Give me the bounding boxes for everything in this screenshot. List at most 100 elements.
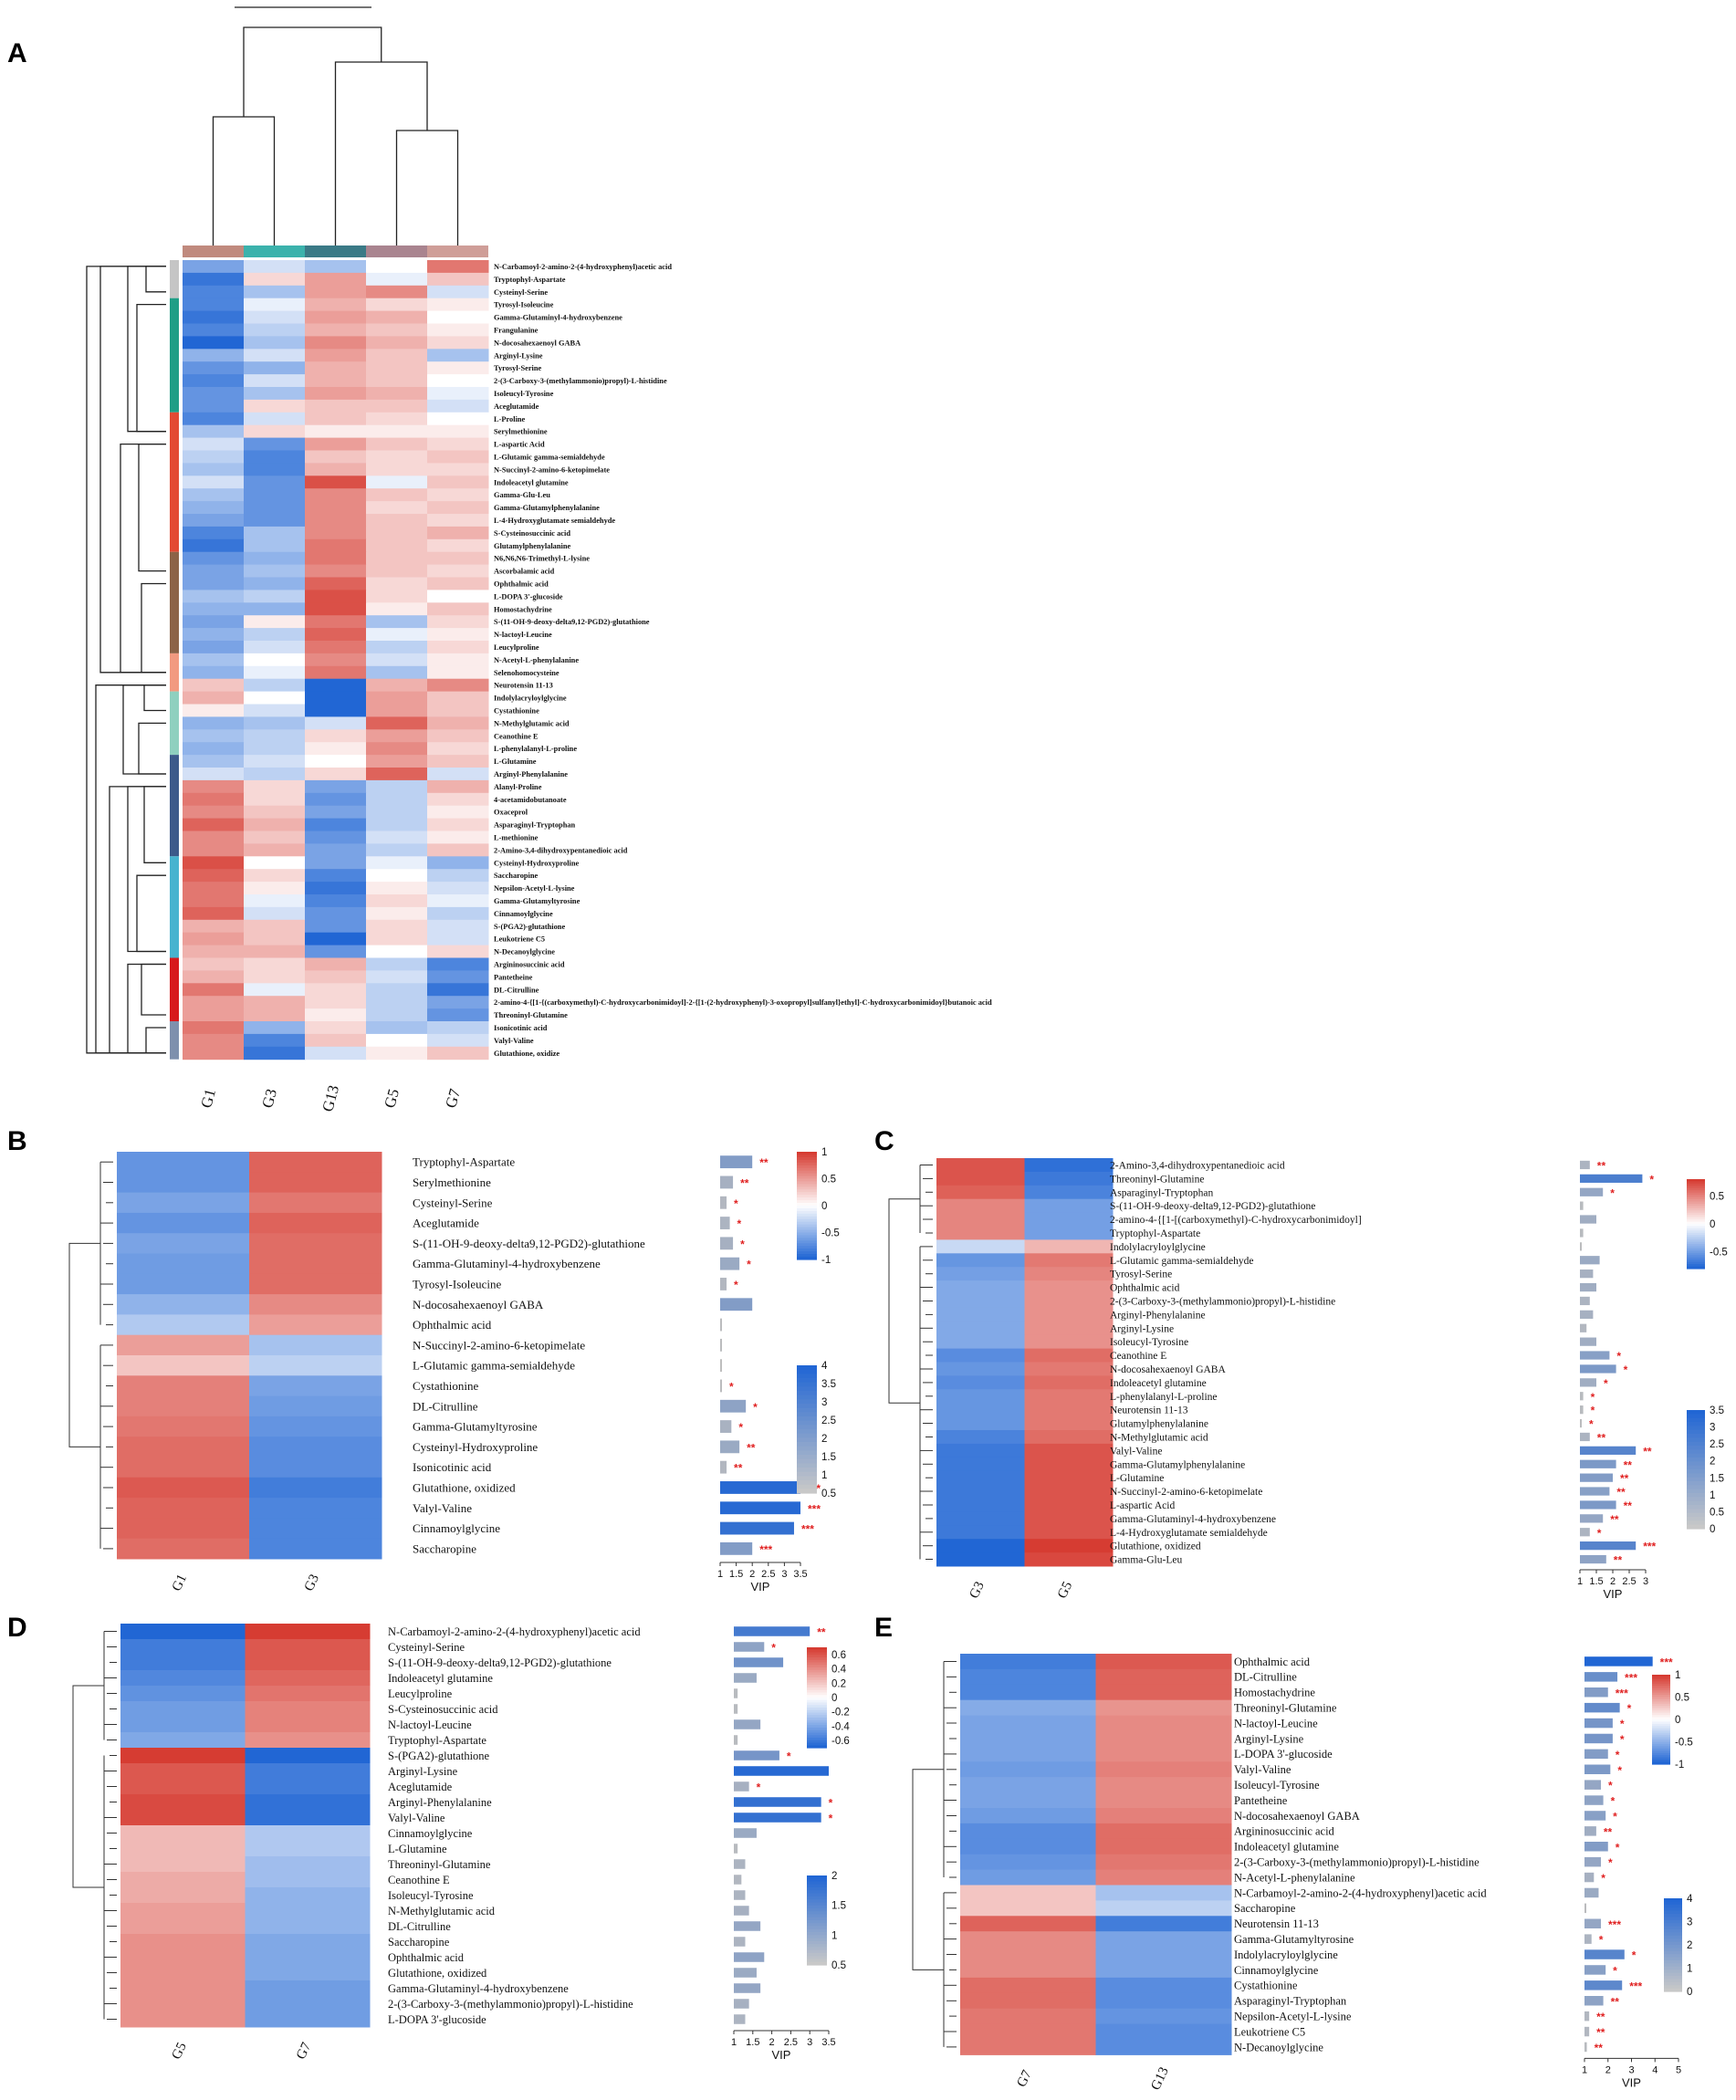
heatmap-cell: [244, 590, 306, 603]
vip-scale-color-step: [1664, 1985, 1682, 1990]
heatmap-cell: [1095, 1746, 1232, 1762]
row-label: Pantetheine: [494, 973, 533, 981]
color-scale-color-step: [1652, 1732, 1670, 1736]
heatmap-cell: [960, 1730, 1096, 1747]
row-label: L-4-Hydroxyglutamate semialdehyde: [1110, 1528, 1268, 1539]
heatmap-cell: [244, 856, 306, 870]
significance-mark: *: [747, 1259, 751, 1271]
heatmap-cell: [366, 1021, 428, 1035]
vip-axis-tick-label: 1: [731, 2037, 737, 2048]
row-label: Cysteinyl-Serine: [388, 1641, 465, 1654]
heatmap-cell: [1024, 1294, 1114, 1309]
heatmap-cell: [427, 374, 489, 388]
heatmap-cell: [960, 1962, 1096, 1979]
color-scale-color-step: [807, 1649, 827, 1654]
heatmap-cell: [249, 1477, 382, 1499]
heatmap-cell: [366, 628, 428, 642]
heatmap-cell: [183, 526, 245, 540]
heatmap-cell: [244, 475, 306, 489]
heatmap-cell: [1024, 1416, 1114, 1431]
row-label: N6,N6,N6-Trimethyl-L-lysine: [494, 555, 590, 563]
row-label: N-docosahexaenoyl GABA: [494, 339, 580, 347]
row-label: DL-Citrulline: [388, 1920, 451, 1933]
color-scale-color-step: [797, 1175, 817, 1180]
heatmap-cell: [1024, 1470, 1114, 1486]
heatmap-cell: [183, 983, 245, 997]
row-label: L-aspartic Acid: [494, 441, 545, 449]
heatmap-cell: [245, 1918, 371, 1935]
cluster-strip: [170, 957, 179, 1021]
vip-axis-tick-label: 2: [1610, 1576, 1616, 1587]
heatmap-cell: [183, 374, 245, 388]
row-label: L-phenylalanyl-L-proline: [494, 745, 577, 753]
vip-bar: [1584, 1887, 1599, 1898]
heatmap-cell: [366, 882, 428, 895]
row-label: Neurotensin 11-13: [1234, 1917, 1319, 1930]
heatmap-cell: [936, 1362, 1025, 1376]
heatmap-cell: [244, 818, 306, 831]
vip-scale-color-step: [1664, 1969, 1682, 1974]
heatmap-cell: [120, 1779, 246, 1795]
vip-bar: [734, 1890, 746, 1900]
significance-mark: **: [1624, 1458, 1633, 1471]
heatmap-cell: [244, 932, 306, 946]
heatmap-cell: [1095, 1684, 1232, 1701]
vip-scale-color-step: [1664, 1914, 1682, 1917]
row-label: Neurotensin 11-13: [494, 682, 553, 690]
vip-scale-color-step: [807, 1959, 827, 1963]
heatmap-cell: [183, 729, 245, 743]
heatmap-cell: [960, 1916, 1096, 1932]
heatmap-cell: [1024, 1348, 1114, 1363]
vip-bar: [720, 1359, 722, 1373]
heatmap-cell: [305, 412, 367, 426]
vip-scale-color-step: [807, 1884, 827, 1888]
vip-bar: [734, 1828, 757, 1838]
significance-mark: *: [1611, 1795, 1616, 1808]
row-label: L-Proline: [494, 415, 526, 423]
vip-scale-color-step: [797, 1471, 817, 1477]
color-scale-color-step: [807, 1728, 827, 1731]
heatmap-cell: [366, 894, 428, 908]
heatmap-cell: [183, 945, 245, 958]
heatmap-cell: [305, 399, 367, 413]
heatmap-cell: [1024, 1430, 1114, 1445]
column-annotation-g7: [427, 246, 488, 257]
panel-d-heatmap: N-Carbamoyl-2-amino-2-(4-hydroxyphenyl)a…: [72, 1624, 850, 2062]
heatmap-cell: [1095, 1808, 1232, 1824]
vip-scale-color-step: [1687, 1441, 1705, 1447]
heatmap-cell: [305, 716, 367, 730]
heatmap-cell: [960, 1761, 1096, 1778]
heatmap-cell: [183, 615, 245, 629]
vip-scale-color-step: [1687, 1426, 1705, 1431]
heatmap-cell: [427, 1008, 489, 1022]
vip-bar: [734, 1937, 746, 1947]
vip-bar: [1580, 1432, 1590, 1442]
heatmap-cell: [960, 1777, 1096, 1793]
heatmap-cell: [960, 1792, 1096, 1809]
heatmap-cell: [427, 970, 489, 984]
heatmap-cell: [244, 653, 306, 667]
heatmap-cell: [1024, 1389, 1114, 1404]
heatmap-cell: [366, 349, 428, 362]
row-label: Leukotriene C5: [1234, 2025, 1305, 2038]
vip-scale-color-step: [1687, 1485, 1705, 1490]
heatmap-cell: [183, 412, 245, 426]
vip-bar: [734, 1797, 821, 1807]
vip-axis-tick-label: 3: [781, 1569, 787, 1580]
heatmap-cell: [183, 818, 245, 831]
color-scale-color-step: [797, 1159, 817, 1164]
heatmap-cell: [305, 882, 367, 895]
heatmap-cell: [936, 1307, 1025, 1322]
heatmap-cell: [427, 792, 489, 807]
row-label: Argininosuccinic acid: [494, 960, 565, 968]
vip-bar: [1580, 1215, 1596, 1224]
color-scale-color-step: [797, 1154, 817, 1158]
row-dendrogram-root: [888, 1198, 920, 1404]
heatmap-cell: [1095, 1715, 1232, 1731]
significance-mark: **: [759, 1156, 769, 1169]
vip-scale-color-step: [797, 1374, 817, 1379]
heatmap-cell: [366, 564, 428, 578]
heatmap-cell: [1095, 1668, 1232, 1686]
heatmap-cell: [936, 1430, 1025, 1445]
color-scale-color-step: [1652, 1730, 1670, 1734]
